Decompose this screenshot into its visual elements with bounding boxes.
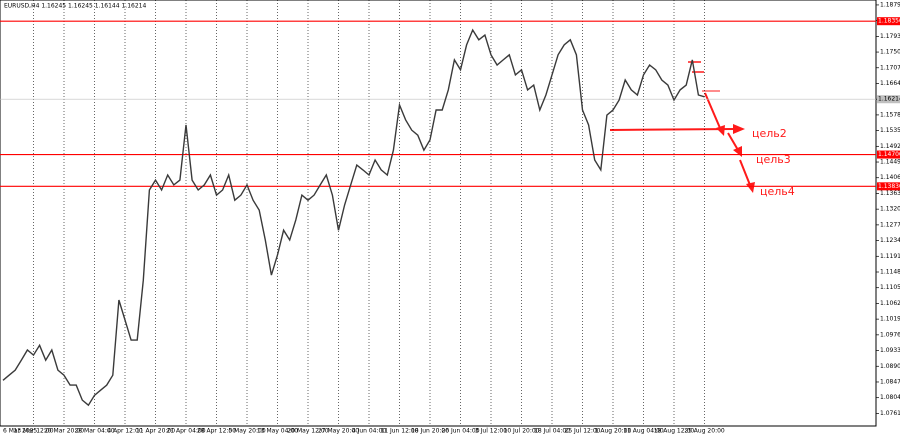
y-tick-label: 1.07615 (880, 410, 900, 417)
y-tick-label: 1.17505 (880, 49, 900, 56)
y-tick-label: 1.11915 (880, 253, 900, 260)
x-tick-label: 13 May 04:00 (257, 428, 298, 435)
y-tick-label: 1.11055 (880, 284, 900, 291)
y-tick-label: 1.11485 (880, 269, 900, 276)
x-tick-label: 20 Mar 20:00 (44, 428, 84, 435)
x-tick-label: 21 Apr 04:00 (166, 428, 205, 435)
x-tick-label: 3 Jul 12:00 (475, 428, 507, 435)
price-line (2, 28, 705, 407)
x-tick-label: 11 Apr 20:00 (136, 428, 175, 435)
y-tick-label: 1.18795 (880, 1, 900, 8)
x-tick-label: 5 May 20:00 (228, 428, 266, 435)
arrow (704, 92, 721, 129)
arrowhead (746, 182, 755, 193)
arrow (727, 132, 739, 151)
y-tick-label: 1.09335 (880, 347, 900, 354)
y-tick-label: 1.13635 (880, 190, 900, 197)
y-tick-label: 1.09765 (880, 331, 900, 338)
x-tick-label: 18 Jul 04:00 (534, 428, 570, 435)
x-tick-label: 11 Jun 12:00 (380, 428, 418, 435)
y-tick-label: 1.14495 (880, 159, 900, 166)
y-tick-label: 1.08905 (880, 363, 900, 370)
annotation: цель2 (752, 127, 787, 140)
x-tick-label: 28 Apr 12:00 (197, 428, 236, 435)
x-tick-label: 27 May 20:00 (318, 428, 359, 435)
chart-title: EURUSD,H4 1.16245 1.16245 1.16144 1.1621… (4, 3, 146, 10)
x-tick-label: 6 Mar 2025 (3, 428, 37, 435)
x-tick-label: 4 Apr 12:00 (107, 428, 142, 435)
x-tick-label: 18 Jun 20:00 (411, 428, 449, 435)
level-label: 1.16214 (878, 96, 900, 103)
x-tick-label: 25 Jul 12:00 (565, 428, 601, 435)
annotation: цель4 (760, 185, 795, 198)
y-tick-label: 1.17075 (880, 64, 900, 71)
x-tick-label: 10 Jul 20:00 (504, 428, 540, 435)
arrowhead (716, 125, 725, 136)
plot-frame (0, 0, 877, 427)
y-tick-label: 1.15785 (880, 111, 900, 118)
x-tick-label: 20 May 12:00 (287, 428, 328, 435)
x-tick-label: 11 Aug 04:00 (623, 428, 664, 435)
x-tick-label: 26 Jun 04:00 (441, 428, 479, 435)
y-tick-label: 1.14065 (880, 174, 900, 181)
x-tick-label: 25 Aug 20:00 (684, 428, 725, 435)
level-box (877, 182, 900, 191)
y-tick-label: 1.16645 (880, 80, 900, 87)
y-tick-label: 1.17935 (880, 33, 900, 40)
y-tick-label: 1.12775 (880, 221, 900, 228)
y-tick-label: 1.10195 (880, 316, 900, 323)
level-box (877, 95, 900, 104)
y-tick-label: 1.13205 (880, 206, 900, 213)
y-tick-label: 1.14925 (880, 143, 900, 150)
level-box (877, 150, 900, 159)
x-tick-label: 18 Aug 12:00 (654, 428, 695, 435)
y-tick-label: 1.10625 (880, 300, 900, 307)
x-tick-label: 4 Jun 04:00 (352, 428, 386, 435)
x-tick-label: 1 Aug 20:00 (595, 428, 632, 435)
y-tick-label: 1.08475 (880, 378, 900, 385)
level-box (877, 17, 900, 26)
x-tick-label: 28 Mar 04:00 (74, 428, 114, 435)
level-label: 1.13830 (878, 183, 900, 190)
y-tick-label: 1.08045 (880, 394, 900, 401)
arrowhead (733, 124, 745, 134)
y-tick-label: 1.15355 (880, 127, 900, 134)
arrow (739, 159, 751, 186)
y-tick-label: 1.12345 (880, 237, 900, 244)
x-tick-label: 13 Mar 12:00 (13, 428, 53, 435)
level-label: 1.14700 (878, 151, 900, 158)
arrow (609, 128, 736, 131)
annotation: цель3 (756, 153, 791, 166)
level-label: 1.18350 (878, 18, 900, 25)
